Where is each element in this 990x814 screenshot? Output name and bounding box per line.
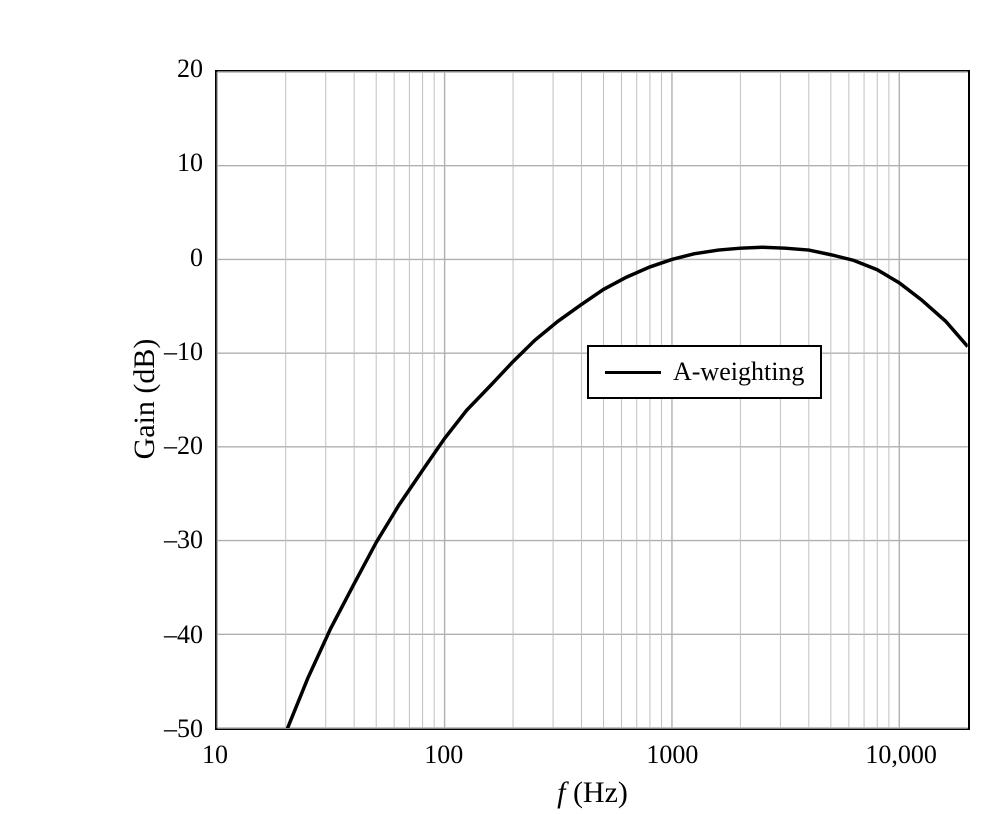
chart-container: A-weighting –50–40–30–20–100102010100100… — [60, 40, 940, 760]
x-tick-label: 1000 — [622, 740, 722, 770]
x-axis-label: f (Hz) — [533, 776, 653, 810]
y-tick-label: 0 — [123, 243, 203, 273]
x-tick-label: 10 — [165, 740, 265, 770]
x-tick-label: 100 — [394, 740, 494, 770]
legend: A-weighting — [587, 345, 822, 399]
y-tick-label: –40 — [123, 620, 203, 650]
x-tick-label: 10,000 — [851, 740, 951, 770]
y-tick-label: –30 — [123, 525, 203, 555]
y-tick-label: 20 — [123, 54, 203, 84]
y-axis-label: Gain (dB) — [128, 329, 162, 469]
plot-area: A-weighting — [215, 70, 970, 730]
y-tick-label: 10 — [123, 148, 203, 178]
curve-line — [217, 72, 968, 728]
legend-line-sample — [605, 371, 661, 374]
legend-label: A-weighting — [673, 357, 804, 387]
